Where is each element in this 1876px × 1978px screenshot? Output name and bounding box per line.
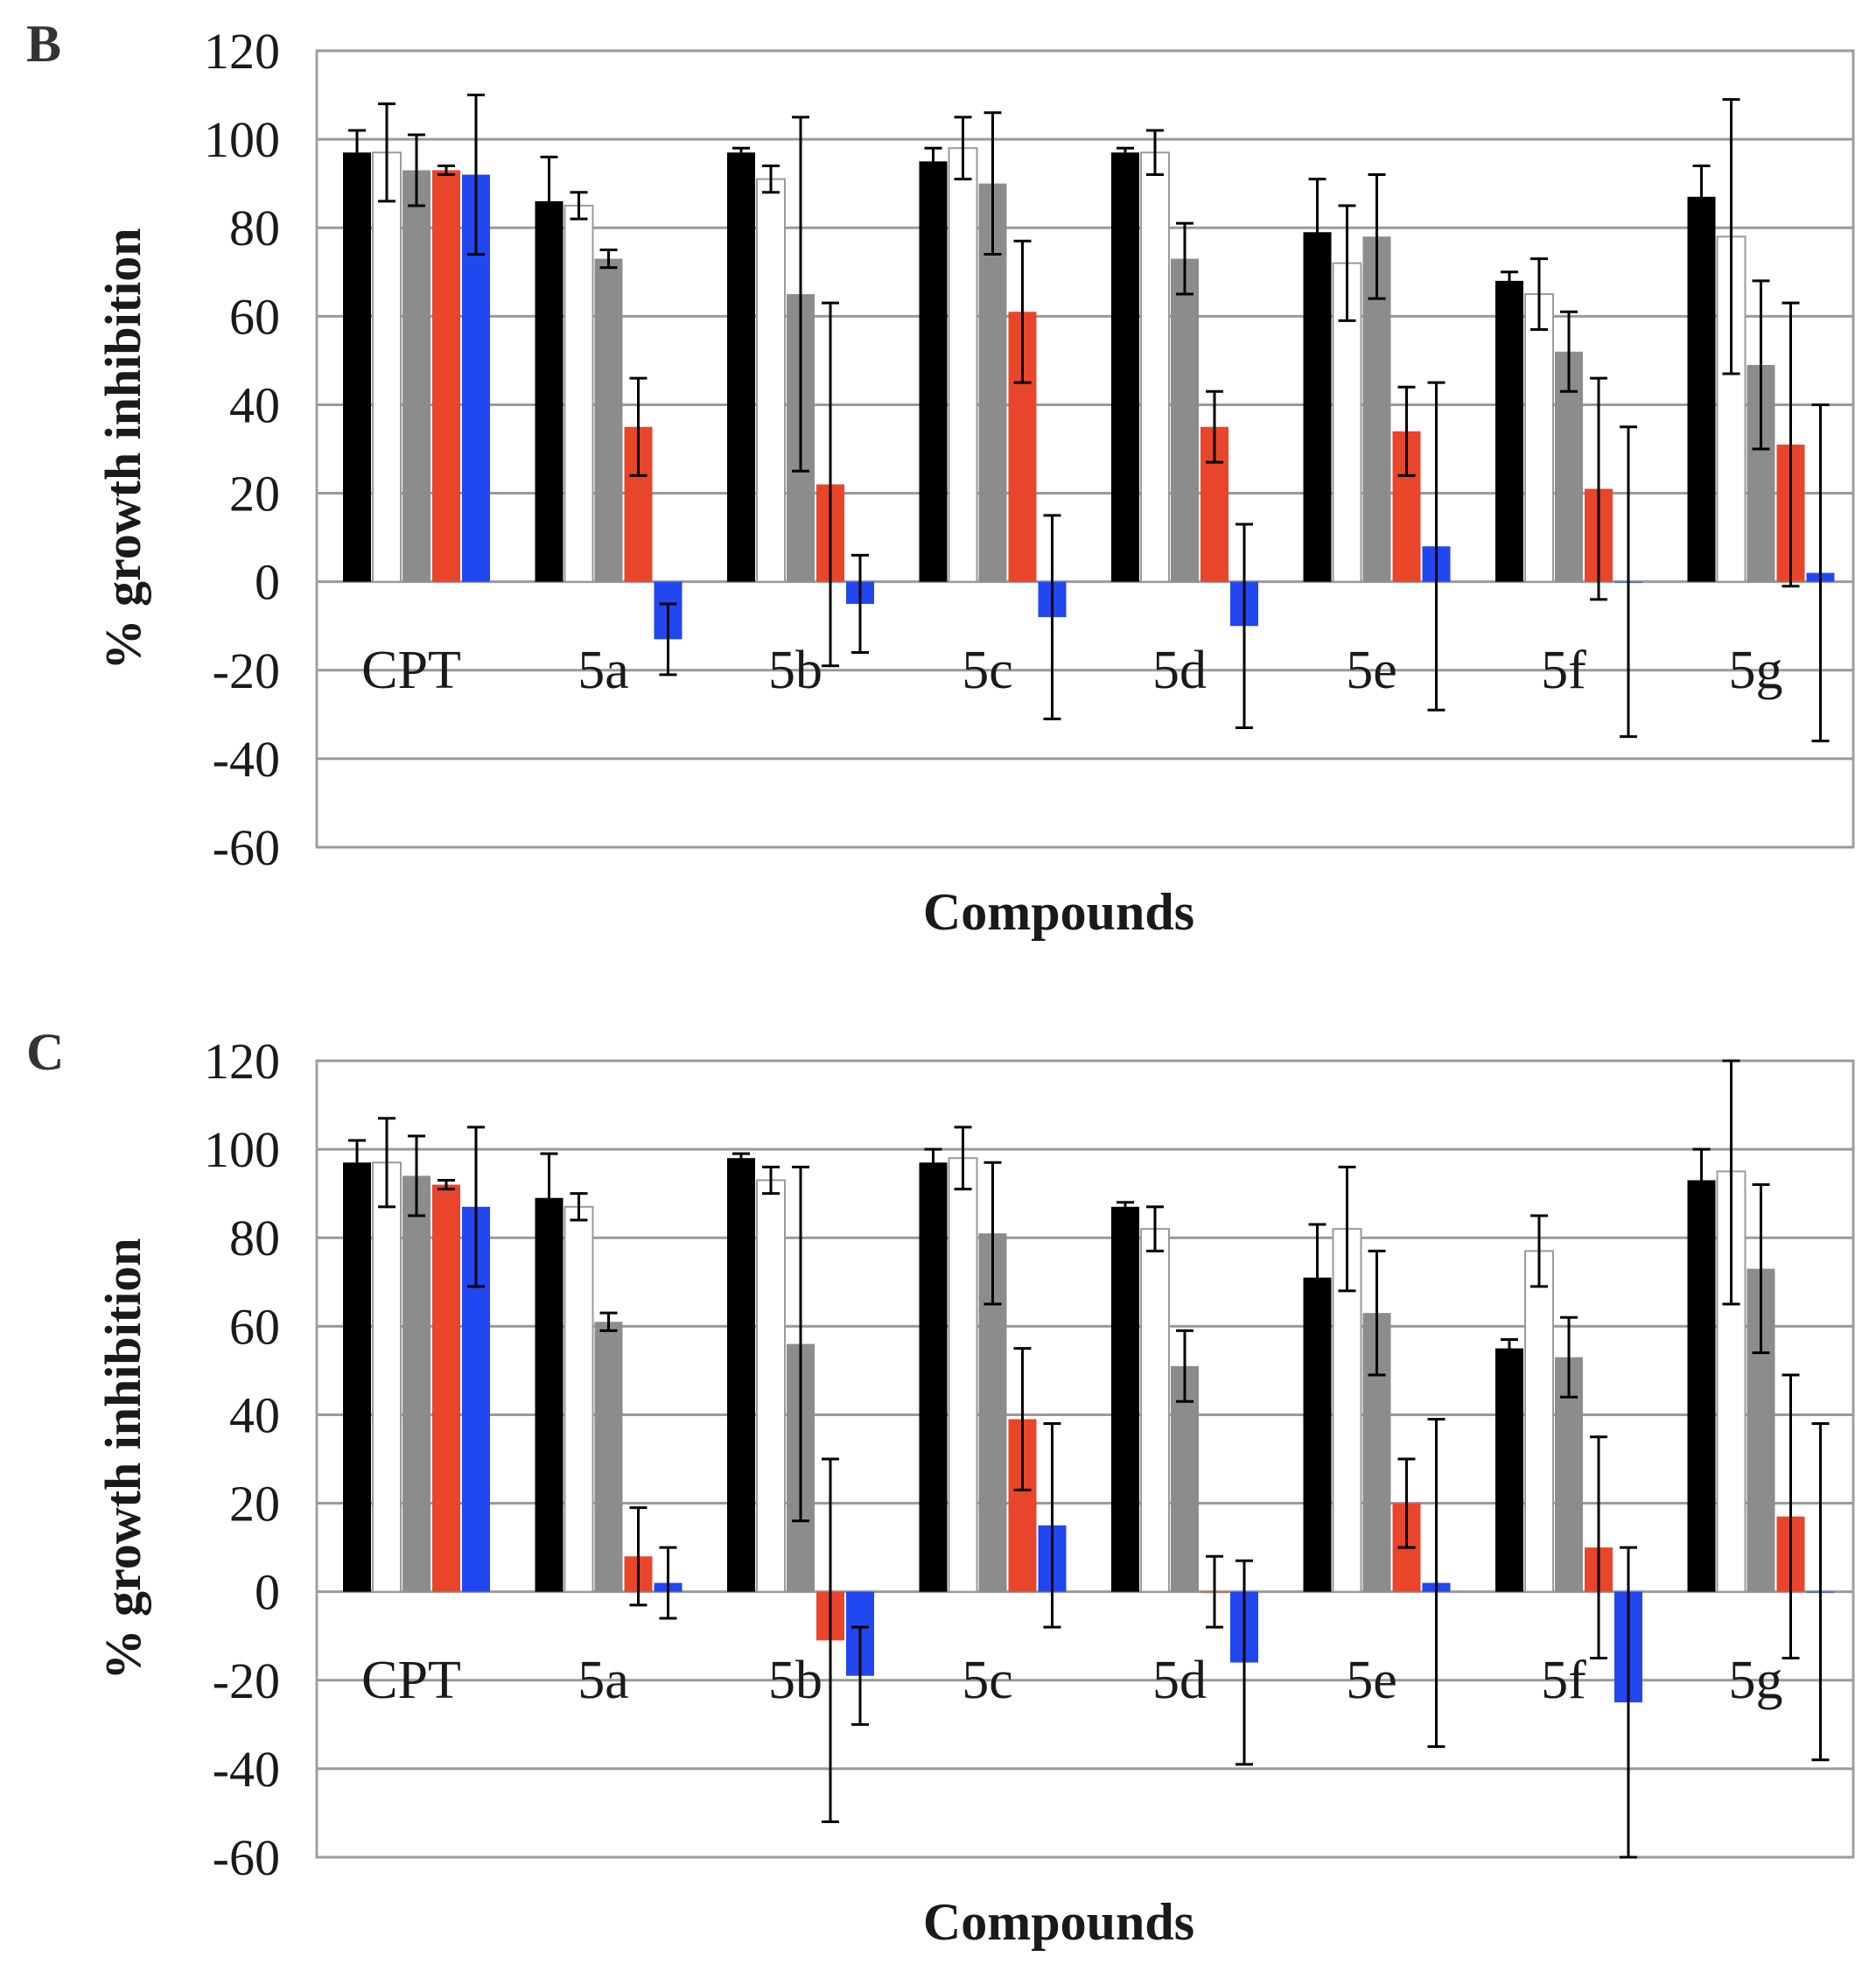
category-label-5c: 5c bbox=[962, 1651, 1013, 1710]
y-tick-label: 100 bbox=[204, 111, 280, 168]
bar-series-2-5f bbox=[1524, 1250, 1554, 1593]
bar-series-1-5g bbox=[1687, 196, 1716, 582]
category-label-5g: 5g bbox=[1729, 641, 1783, 700]
y-tick-label: 40 bbox=[229, 1386, 280, 1443]
bar-series-1-5b bbox=[727, 1158, 755, 1592]
bar-series-3-5d bbox=[1171, 258, 1199, 582]
y-tick-label: 60 bbox=[229, 1298, 280, 1355]
bar-series-2-5b bbox=[756, 1179, 786, 1593]
bar-series-2-5f bbox=[1524, 293, 1554, 583]
y-axis-label-c: % growth inhibition bbox=[94, 1238, 151, 1680]
y-tick-label: -60 bbox=[213, 819, 280, 876]
bar-series-2-5a bbox=[564, 1205, 594, 1593]
bar-series-4-CPT bbox=[432, 1184, 460, 1592]
category-labels-b: CPT 5a 5b 5c 5d 5e 5f 5g bbox=[361, 641, 1782, 700]
bar-series-2-5e bbox=[1332, 262, 1362, 583]
bar-series-1-5f bbox=[1495, 280, 1523, 582]
y-axis-label-b: % growth inhibition bbox=[94, 228, 151, 670]
y-tick-label: 20 bbox=[229, 1476, 280, 1533]
y-tick-label: -40 bbox=[213, 731, 280, 788]
bar-series-1-CPT bbox=[343, 152, 371, 582]
y-tick-label: 0 bbox=[255, 1564, 280, 1621]
bars-c bbox=[343, 1059, 1835, 1859]
bar-series-1-5f bbox=[1495, 1348, 1523, 1592]
y-tick-label: 40 bbox=[229, 376, 280, 433]
bar-series-2-5c bbox=[948, 1157, 978, 1593]
bars-b bbox=[343, 94, 1835, 743]
bar-series-1-5b bbox=[727, 152, 755, 582]
category-label-CPT: CPT bbox=[361, 641, 461, 700]
bar-series-2-CPT bbox=[372, 1161, 402, 1593]
chart-panel-c: C -60 -40 -20 0 20 40 60 80 100 120 CPT 5a 5b 5c 5d 5e… bbox=[26, 1023, 1855, 1951]
bar-series-1-5d bbox=[1111, 152, 1139, 582]
category-label-5e: 5e bbox=[1346, 641, 1397, 700]
bar-series-3-5d bbox=[1171, 1365, 1199, 1592]
panel-label-b: B bbox=[26, 15, 61, 73]
bar-series-2-5c bbox=[948, 147, 978, 583]
bar-series-1-5c bbox=[919, 1162, 948, 1592]
bar-series-1-5a bbox=[535, 200, 564, 582]
bar-series-2-5d bbox=[1140, 151, 1170, 583]
category-labels-c: CPT 5a 5b 5c 5d 5e 5f 5g bbox=[361, 1651, 1782, 1710]
category-label-5e: 5e bbox=[1346, 1651, 1397, 1710]
bar-series-1-5g bbox=[1687, 1180, 1716, 1592]
y-tick-label: -20 bbox=[213, 642, 280, 699]
category-label-5f: 5f bbox=[1541, 1651, 1586, 1710]
y-tick-label: -40 bbox=[213, 1741, 280, 1798]
category-label-5b: 5b bbox=[768, 641, 822, 700]
y-tick-label: 120 bbox=[204, 1033, 280, 1090]
bar-series-3-CPT bbox=[402, 170, 430, 582]
category-label-5c: 5c bbox=[962, 641, 1013, 700]
y-tick-label: 0 bbox=[255, 554, 280, 611]
bar-series-2-5a bbox=[564, 204, 594, 583]
y-tick-label: 20 bbox=[229, 466, 280, 523]
y-tick-label: 80 bbox=[229, 1210, 280, 1266]
bar-series-3-5a bbox=[594, 1322, 623, 1592]
bar-series-3-5a bbox=[594, 258, 623, 582]
y-tick-label: 100 bbox=[204, 1121, 280, 1178]
bar-series-1-5a bbox=[535, 1197, 564, 1592]
category-label-5f: 5f bbox=[1541, 641, 1586, 700]
y-tick-label: 60 bbox=[229, 288, 280, 345]
category-label-CPT: CPT bbox=[361, 1651, 461, 1710]
y-tick-label: 120 bbox=[204, 23, 280, 80]
bar-series-1-5d bbox=[1111, 1206, 1139, 1592]
y-tick-label: 80 bbox=[229, 200, 280, 256]
category-label-5a: 5a bbox=[578, 641, 629, 700]
panel-label-c: C bbox=[26, 1023, 64, 1081]
bar-series-2-5d bbox=[1140, 1228, 1170, 1593]
category-label-5b: 5b bbox=[768, 1651, 822, 1710]
category-label-5g: 5g bbox=[1729, 1651, 1783, 1710]
chart-panel-b: B -60 -40 -20 0 20 40 60 80 100 120 CPT 5a 5b 5c 5d 5e… bbox=[26, 15, 1855, 941]
x-axis-label-b: Compounds bbox=[923, 883, 1194, 941]
y-ticks-b: -60 -40 -20 0 20 40 60 80 100 120 bbox=[204, 23, 280, 876]
x-axis-label-c: Compounds bbox=[923, 1893, 1194, 1951]
bar-series-1-5c bbox=[919, 161, 948, 582]
y-tick-label: -20 bbox=[213, 1652, 280, 1709]
y-ticks-c: -60 -40 -20 0 20 40 60 80 100 120 bbox=[204, 1033, 280, 1886]
bar-series-2-CPT bbox=[372, 151, 402, 583]
category-label-5d: 5d bbox=[1152, 641, 1207, 700]
bar-series-4-CPT bbox=[432, 170, 460, 582]
y-tick-label: -60 bbox=[213, 1829, 280, 1886]
category-label-5a: 5a bbox=[578, 1651, 629, 1710]
bar-series-2-5b bbox=[756, 178, 786, 583]
bar-series-1-5e bbox=[1303, 232, 1332, 582]
category-label-5d: 5d bbox=[1152, 1651, 1207, 1710]
bar-series-3-CPT bbox=[402, 1175, 430, 1592]
bar-series-1-CPT bbox=[343, 1162, 371, 1592]
